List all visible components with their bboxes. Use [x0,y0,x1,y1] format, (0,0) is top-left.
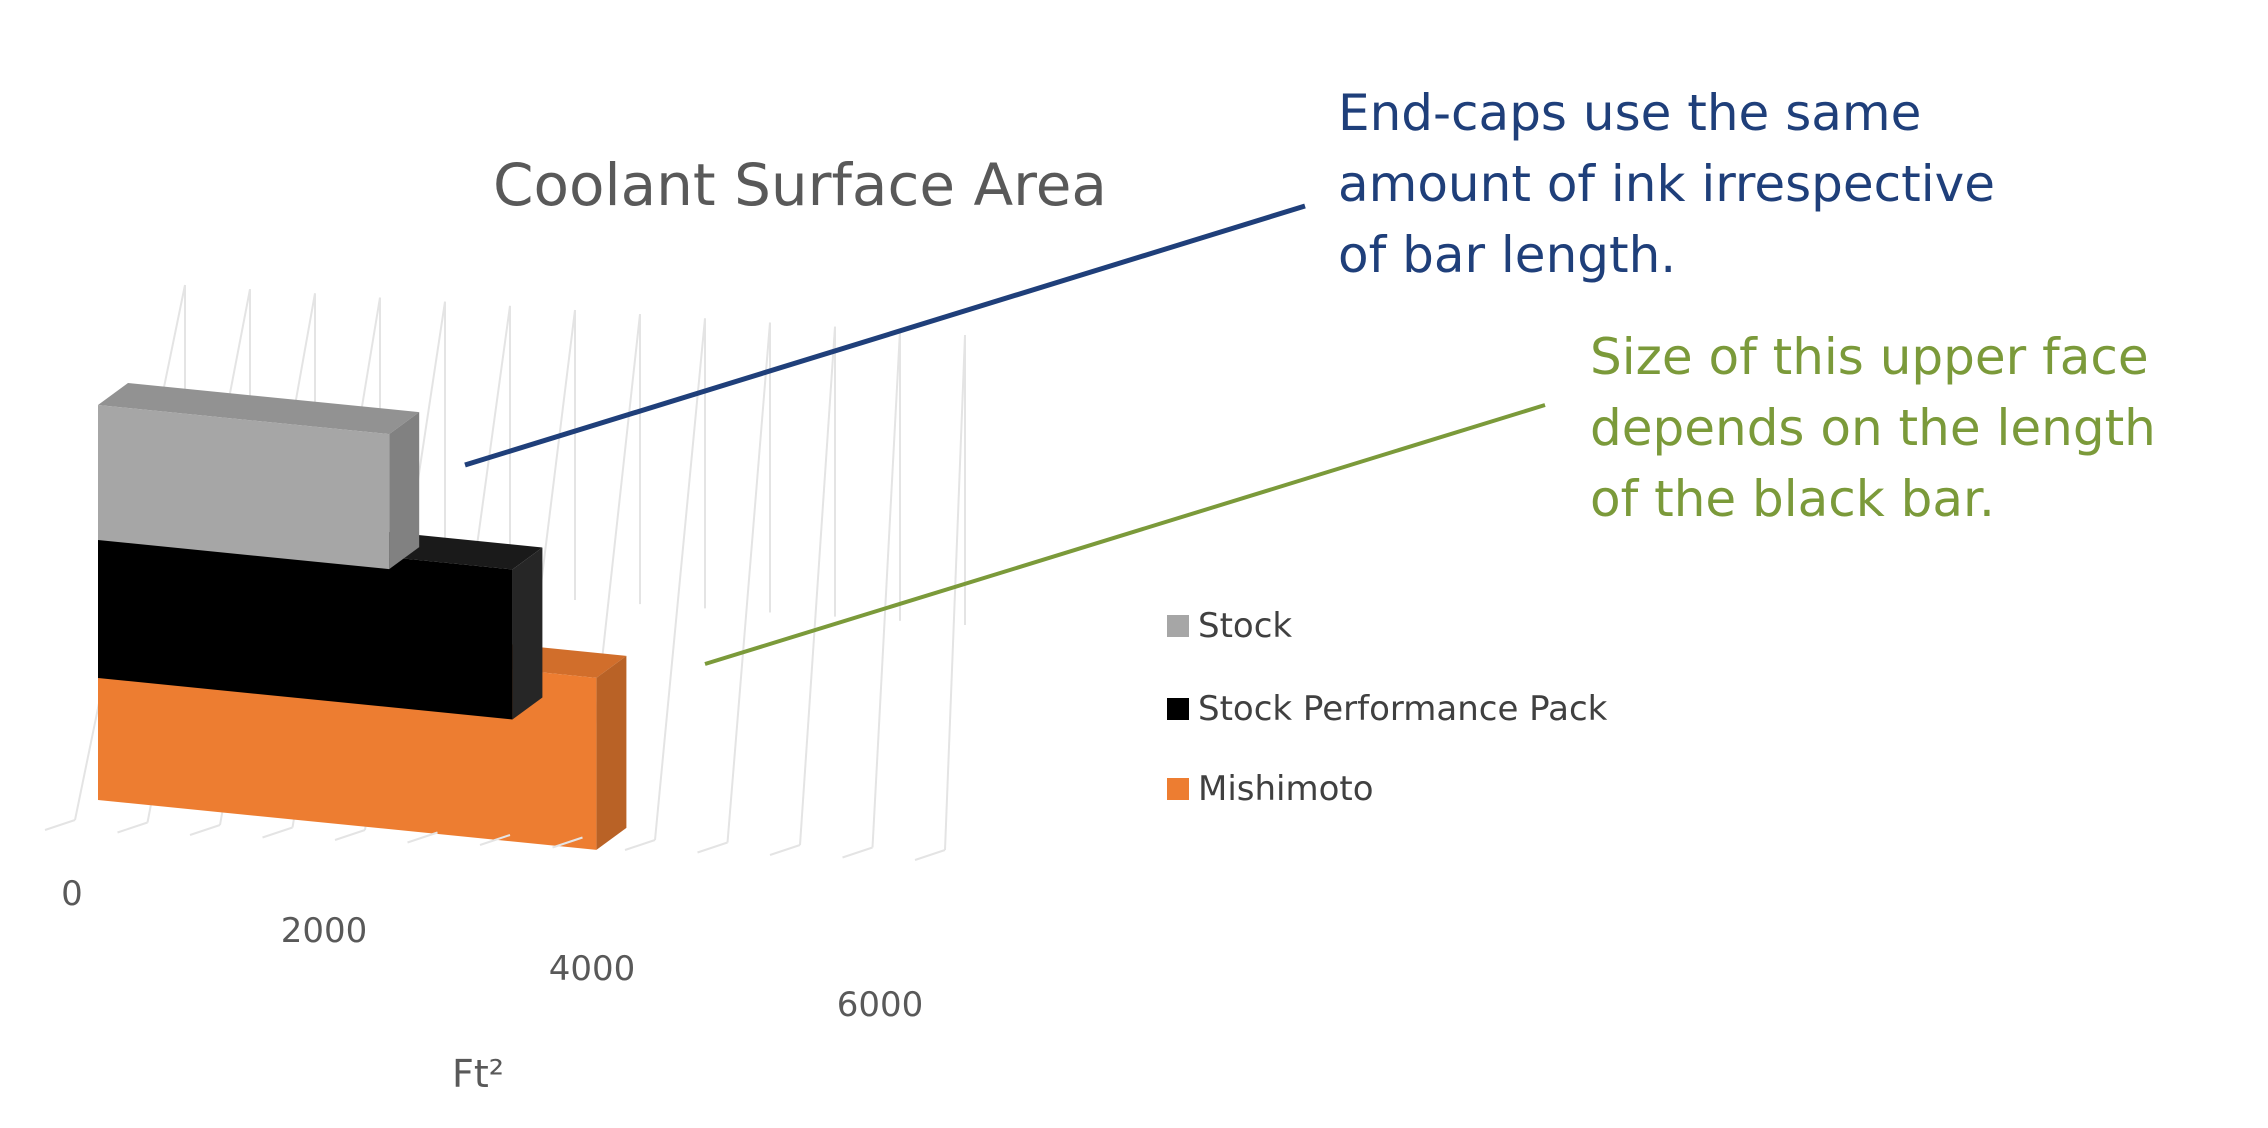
legend-label: Stock [1198,606,1292,646]
floor-tick-mark [552,836,583,849]
x-tick-label: 0 [61,874,83,914]
floor-gridline [654,318,706,841]
floor-tick-mark [262,826,293,839]
floor-tick-mark [479,834,511,846]
annotation-line: End-caps use the same [1338,84,1922,142]
floor-gridline [726,322,771,843]
floor-tick-mark [407,831,438,844]
x-axis-ticks: 0 2000 4000 6000 [44,819,946,1025]
floor-tick-mark [44,819,76,831]
floor-gridline [799,326,836,846]
annotation-line: amount of ink irrespective [1338,155,1996,213]
x-tick-label: 4000 [549,949,636,989]
legend-swatch [1167,615,1189,637]
chart-title: Coolant Surface Area [493,151,1107,219]
floor-tick-mark [334,829,366,841]
bar-end-cap [512,547,543,720]
legend-label: Stock Performance Pack [1198,689,1608,729]
bar-front-face [98,528,513,720]
x-tick-label: 2000 [281,911,368,951]
floor-tick-mark [769,844,801,856]
x-tick-label: 6000 [837,985,924,1025]
floor-gridline [944,334,966,851]
leader-line-blue [464,203,1306,468]
floor-gridline [871,330,901,848]
x-axis-label: Ft² [452,1052,504,1096]
legend-swatch [1167,698,1189,720]
floor-tick-mark [189,824,221,836]
annotation-line: of bar length. [1338,226,1677,284]
bar-front-face [98,405,390,570]
floor-tick-mark [914,849,946,861]
floor-tick-mark [624,839,656,851]
floor-tick-mark [697,841,728,854]
annotation-line: depends on the length [1590,399,2156,457]
legend-label: Mishimoto [1198,769,1374,809]
leader-line-green [704,403,1546,666]
bar-end-cap [596,655,627,850]
legend-swatch [1167,778,1189,800]
bar-end-cap [389,412,420,570]
bars [98,383,627,850]
floor-tick-mark [842,846,873,859]
legend: Stock Stock Performance Pack Mishimoto [1167,606,1608,809]
annotation-line: Size of this upper face [1590,328,2149,386]
bar-top-face [98,383,420,435]
annotation-upper-face: Size of this upper face depends on the l… [1590,322,2156,535]
floor-tick-mark [117,821,148,834]
annotation-line: of the black bar. [1590,470,1995,528]
annotation-end-caps: End-caps use the same amount of ink irre… [1338,78,1995,291]
bar-stock [98,383,420,570]
